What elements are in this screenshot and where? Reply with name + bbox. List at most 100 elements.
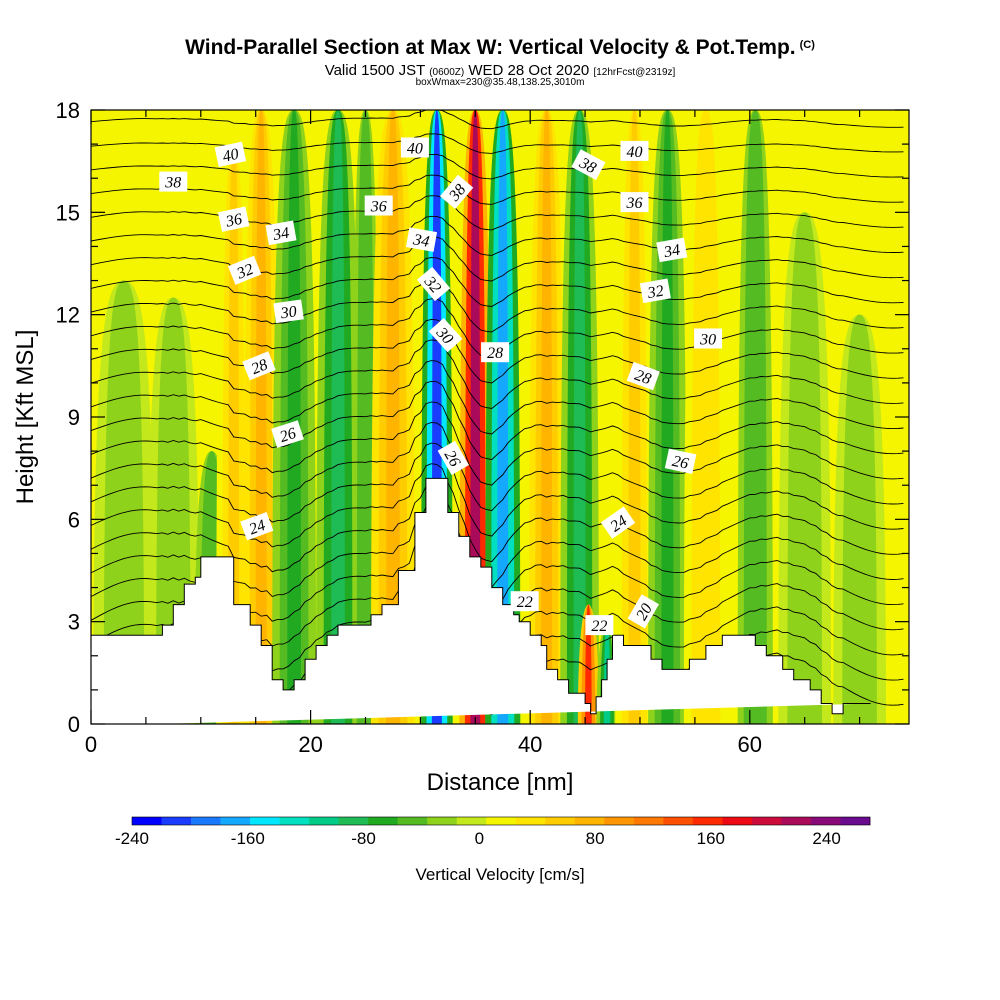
contour-label-bg xyxy=(571,149,606,181)
contour-label-bg xyxy=(620,192,649,213)
contour-label-bg xyxy=(585,615,614,636)
contour-label-text: 40 xyxy=(407,141,423,158)
contour-label-text: 32 xyxy=(420,273,444,297)
x-tick-label: 0 xyxy=(85,732,97,757)
isentrope-line xyxy=(91,236,904,282)
y-tick-label: 9 xyxy=(68,405,80,430)
contour-label-bg xyxy=(664,448,697,474)
y-tick-label: 18 xyxy=(56,98,80,123)
contour-label: 38 xyxy=(159,171,188,192)
y-tick-label: 3 xyxy=(68,610,80,635)
contour-label: 28 xyxy=(242,351,276,381)
isentrope-line xyxy=(91,463,904,563)
contour-label-bg xyxy=(265,220,297,246)
contour-label: 26 xyxy=(271,420,304,448)
contour-label-bg xyxy=(600,506,636,539)
colorbar-swatch xyxy=(486,817,517,825)
contour-label-text: 22 xyxy=(517,594,533,611)
colorbar-tick-label: 80 xyxy=(586,829,605,848)
contour-label-text: 36 xyxy=(626,195,643,212)
colorbar-frame xyxy=(131,816,871,826)
y-tick-label: 15 xyxy=(56,200,80,225)
y-tick-label: 12 xyxy=(56,303,80,328)
isentrope-line xyxy=(91,401,904,486)
contour-label-bg xyxy=(159,171,188,192)
velocity-field xyxy=(93,110,886,724)
valid-date: WED 28 Oct 2020 xyxy=(468,62,590,79)
contour-label: 36 xyxy=(364,195,393,216)
contour-label: 40 xyxy=(620,140,649,161)
colorbar-swatch xyxy=(279,817,310,825)
contour-label-bg xyxy=(627,594,659,629)
colorbar-swatch xyxy=(427,817,458,825)
velocity-band-19-2 xyxy=(749,110,761,724)
x-tick-label: 60 xyxy=(738,732,762,757)
chart-title: Wind-Parallel Section at Max W: Vertical… xyxy=(0,36,1000,60)
velocity-band-20-2 xyxy=(796,212,813,724)
x-axis-label: Distance [nm] xyxy=(427,769,574,796)
colorbar-swatch xyxy=(368,817,398,825)
contour-label-bg xyxy=(626,361,660,391)
contour-label-bg xyxy=(242,351,276,381)
colorbar-swatch xyxy=(250,817,280,825)
colorbar-swatch xyxy=(722,817,753,825)
contour-label-bg xyxy=(217,206,250,232)
contour-label-bg xyxy=(405,227,438,252)
contour-label-bg xyxy=(271,420,304,448)
contour-label: 24 xyxy=(600,506,636,539)
contour-label-text: 40 xyxy=(221,146,240,166)
isentrope-line xyxy=(91,483,904,588)
isentrope-line xyxy=(91,380,904,461)
colorbar-swatch xyxy=(574,817,605,825)
contour-label: 30 xyxy=(428,318,463,353)
contour-label-bg xyxy=(439,174,474,210)
contour-label: 34 xyxy=(405,227,438,252)
colorbar-swatch xyxy=(397,817,428,825)
contour-label-bg xyxy=(620,140,649,161)
contour-label: 26 xyxy=(664,448,697,474)
colorbar-swatch xyxy=(781,817,812,825)
isentrope-line xyxy=(91,277,904,333)
velocity-band-21-2 xyxy=(851,314,868,724)
contour-label-text: 28 xyxy=(487,345,503,362)
contour-label-text: 22 xyxy=(591,618,607,635)
contour-label-text: 24 xyxy=(607,512,630,535)
contour-label-text: 30 xyxy=(699,332,716,349)
isentrope-line xyxy=(91,257,904,307)
colorbar-tick-label: 240 xyxy=(812,829,840,848)
contour-label-bg xyxy=(437,440,469,476)
colorbar-swatch xyxy=(663,817,694,825)
colorbar-swatch xyxy=(191,817,221,825)
contour-label: 28 xyxy=(481,342,510,363)
colorbar-swatch xyxy=(751,817,782,825)
colorbar-swatch xyxy=(633,817,664,825)
velocity-band-12-2 xyxy=(541,110,553,724)
contour-label-bg xyxy=(214,141,247,167)
colorbar-swatch xyxy=(338,817,369,825)
valid-prefix: Valid 1500 JST xyxy=(324,62,426,79)
contour-label-text: 26 xyxy=(278,425,298,446)
contour-label: 32 xyxy=(227,255,262,285)
contour-label: 36 xyxy=(217,206,250,232)
contour-label: 30 xyxy=(273,299,304,324)
contour-label-bg xyxy=(240,512,274,541)
contour-label-text: 32 xyxy=(645,283,665,303)
velocity-band-6-2 xyxy=(331,110,345,724)
contour-label-text: 38 xyxy=(576,154,599,177)
contour-label-bg xyxy=(227,255,262,285)
colorbar-swatch xyxy=(604,817,635,825)
contour-label-text: 32 xyxy=(234,261,256,283)
contour-label: 38 xyxy=(439,174,474,210)
forecast-info: [12hrFcst@2319z] xyxy=(593,67,676,78)
contour-label-text: 34 xyxy=(271,225,291,245)
velocity-band-0-2 xyxy=(114,280,134,724)
title-text: Wind-Parallel Section at Max W: Vertical… xyxy=(185,36,796,59)
contour-label-bg xyxy=(364,195,393,216)
isentrope-line xyxy=(91,153,904,180)
velocity-band-16-2 xyxy=(628,110,641,724)
velocity-band-4-2 xyxy=(255,110,267,724)
copyright-mark: (C) xyxy=(799,39,815,51)
colorbar-tick-label: -160 xyxy=(231,829,265,848)
isentrope-line xyxy=(91,442,904,537)
